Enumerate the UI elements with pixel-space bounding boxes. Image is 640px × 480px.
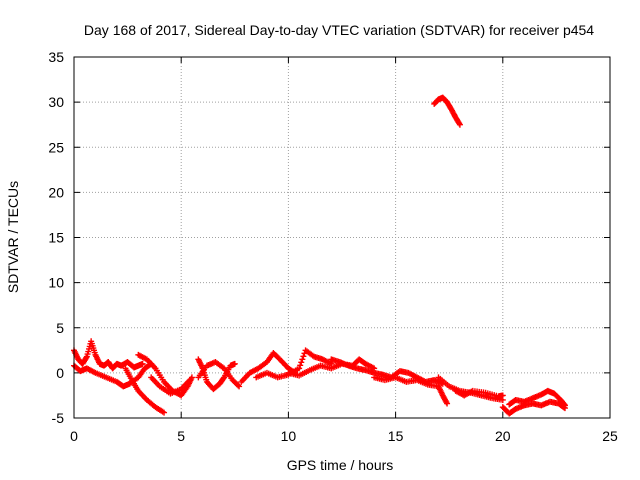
data-point: [139, 360, 146, 367]
data-point: [186, 377, 193, 384]
data-point: [444, 400, 451, 407]
x-tick-label: 5: [177, 428, 185, 444]
x-tick-label: 25: [602, 428, 618, 444]
data-point: [561, 401, 568, 408]
x-tick-label: 15: [388, 428, 404, 444]
y-tick-label: 30: [48, 94, 64, 110]
data-point: [220, 375, 227, 382]
x-tick-label: 20: [495, 428, 511, 444]
data-point: [456, 121, 463, 128]
x-tick-label: 10: [281, 428, 297, 444]
y-tick-label: 20: [48, 184, 64, 200]
y-tick-label: 15: [48, 230, 64, 246]
data-point: [561, 402, 568, 409]
data-point: [300, 353, 307, 360]
data-points: [71, 94, 568, 417]
y-tick-label: 25: [48, 139, 64, 155]
data-point: [236, 383, 243, 390]
y-tick-label: 10: [48, 275, 64, 291]
data-point: [299, 356, 306, 363]
data-point: [296, 365, 303, 372]
data-point: [298, 359, 305, 366]
x-tick-label: 0: [70, 428, 78, 444]
chart-title: Day 168 of 2017, Sidereal Day-to-day VTE…: [84, 22, 594, 38]
plot-frame: [73, 56, 611, 419]
y-tick-label: 35: [48, 49, 64, 65]
data-point: [297, 362, 304, 369]
data-point: [235, 382, 242, 389]
y-tick-label: 0: [56, 365, 64, 381]
data-point: [231, 360, 238, 367]
data-point: [456, 120, 463, 127]
y-tick-label: -5: [52, 410, 65, 426]
data-point: [499, 392, 506, 399]
x-axis-label: GPS time / hours: [287, 457, 394, 473]
data-point: [83, 354, 90, 361]
y-axis-label: SDTVAR / TECUs: [5, 181, 21, 293]
data-point: [161, 409, 168, 416]
y-tick-label: 5: [56, 320, 64, 336]
grid: [74, 57, 610, 418]
